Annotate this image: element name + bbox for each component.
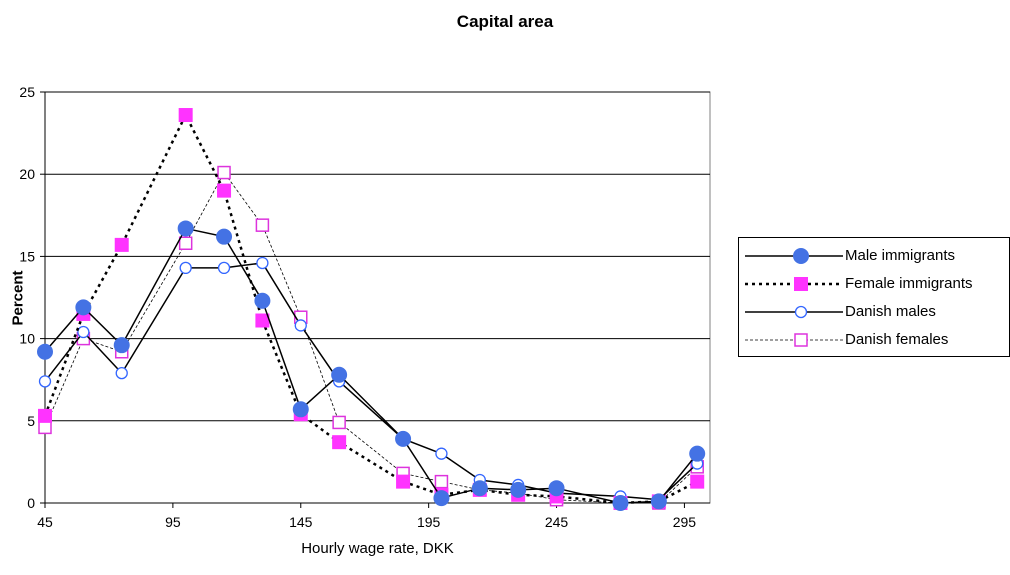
series-line <box>43 112 698 505</box>
y-tick-label: 10 <box>19 331 35 347</box>
data-point <box>294 319 307 332</box>
data-point <box>114 237 129 252</box>
data-point <box>256 256 269 270</box>
data-point <box>77 325 90 339</box>
data-point <box>113 337 130 354</box>
data-point <box>510 481 527 498</box>
legend-marker <box>793 248 809 264</box>
data-point <box>650 493 667 510</box>
data-point <box>612 495 629 511</box>
y-tick-label: 20 <box>19 166 35 182</box>
x-tick-label: 145 <box>289 514 313 530</box>
data-point <box>433 490 450 507</box>
legend-label: Danish females <box>845 331 949 348</box>
legend-swatch <box>745 277 843 291</box>
legend-swatch <box>745 305 843 319</box>
data-point <box>178 108 193 123</box>
data-point <box>217 165 231 180</box>
series-line <box>44 262 698 501</box>
series-line <box>44 227 698 504</box>
legend-label: Male immigrants <box>845 247 956 264</box>
data-point <box>75 299 92 316</box>
series-line <box>44 171 698 504</box>
data-point <box>689 445 706 462</box>
data-point <box>179 261 192 275</box>
y-tick-label: 0 <box>27 495 35 511</box>
series-male-immigrants <box>37 220 706 511</box>
data-point <box>434 474 449 489</box>
series-layer <box>37 108 706 511</box>
x-axis-label: Hourly wage rate, DKK <box>301 540 454 557</box>
data-point <box>178 236 193 250</box>
y-axis-label: Percent <box>9 270 27 326</box>
data-point <box>332 415 346 430</box>
legend-item-female-immigrants: Female immigrants <box>739 271 1009 297</box>
data-point <box>292 401 309 418</box>
data-point <box>217 261 231 275</box>
data-point <box>332 435 347 450</box>
legend: Male immigrants Female immigrants Danish… <box>738 237 1010 357</box>
legend-swatch <box>745 248 843 264</box>
legend-swatch <box>745 333 843 347</box>
legend-item-male-immigrants: Male immigrants <box>739 243 1009 269</box>
legend-marker <box>794 277 808 291</box>
data-point <box>690 474 705 489</box>
legend-item-danish-females: Danish females <box>739 327 1009 353</box>
chart-title: Capital area <box>456 12 554 31</box>
data-point <box>548 480 565 497</box>
data-point <box>396 474 411 489</box>
data-point <box>471 480 488 497</box>
x-tick-label: 295 <box>673 514 697 530</box>
x-tick-label: 45 <box>37 514 53 530</box>
data-point <box>254 292 271 309</box>
data-point <box>37 343 53 360</box>
data-point <box>331 366 348 383</box>
axes: 0 5 10 15 20 25 45 95 145 195 245 295 <box>19 84 710 530</box>
data-point <box>217 183 232 198</box>
y-tick-label: 5 <box>27 413 35 429</box>
data-point <box>435 447 448 460</box>
legend-label: Female immigrants <box>845 275 973 292</box>
legend-marker <box>794 333 808 347</box>
data-point <box>395 430 412 447</box>
legend-label: Danish males <box>845 303 936 320</box>
plot-area <box>44 91 711 504</box>
data-point <box>177 220 194 237</box>
legend-marker <box>794 305 808 319</box>
x-tick-label: 195 <box>417 514 441 530</box>
data-point <box>216 228 233 245</box>
x-tick-label: 95 <box>165 514 181 530</box>
data-point <box>38 408 52 423</box>
legend-item-danish-males: Danish males <box>739 299 1009 325</box>
y-tick-label: 25 <box>19 84 35 100</box>
x-tick-label: 245 <box>545 514 569 530</box>
data-point <box>115 366 128 380</box>
data-point <box>38 375 52 388</box>
y-tick-label: 15 <box>19 248 35 264</box>
data-point <box>255 313 270 328</box>
data-point <box>255 218 270 232</box>
data-point <box>38 420 52 435</box>
